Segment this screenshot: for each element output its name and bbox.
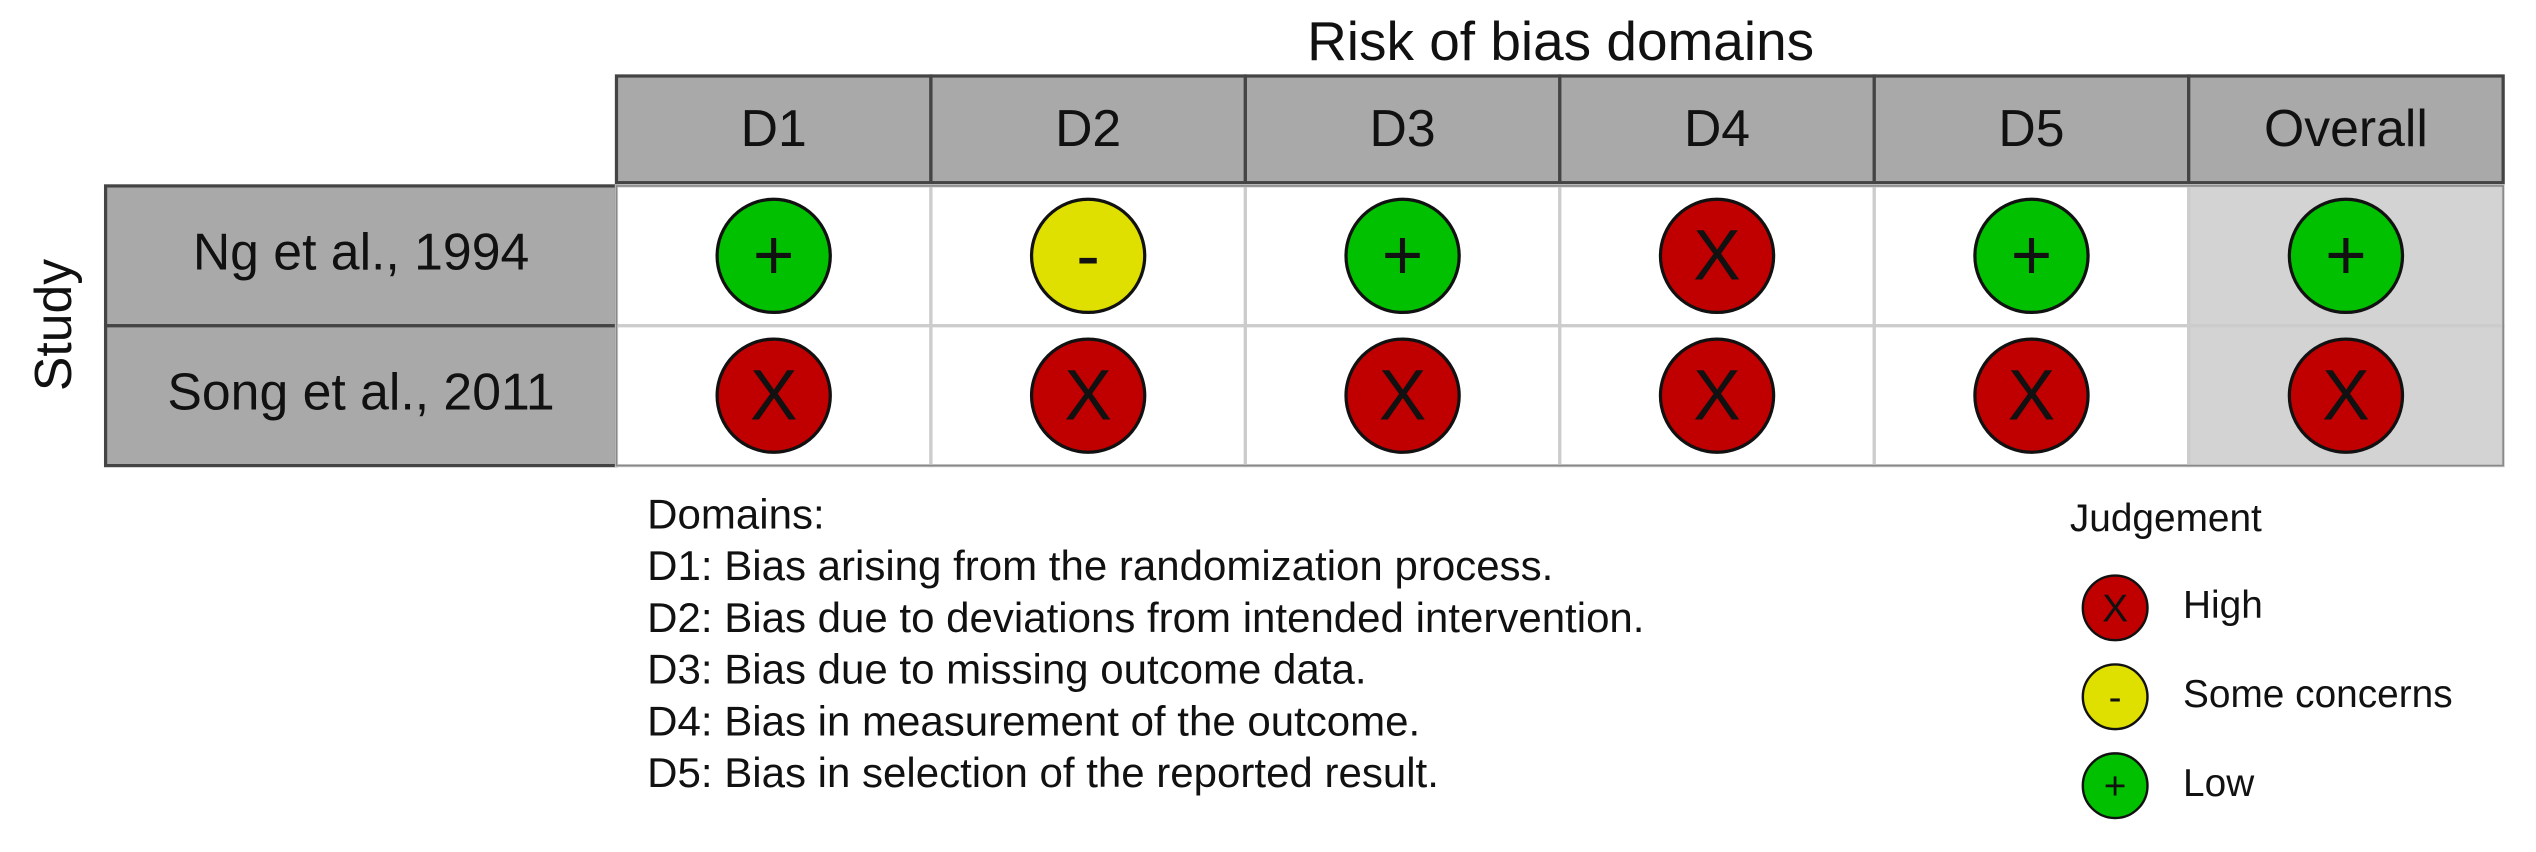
column-header bbox=[2187, 74, 2505, 185]
row-header bbox=[103, 324, 619, 468]
judgement-symbol: + bbox=[753, 216, 795, 295]
judgement-circle bbox=[1973, 197, 2090, 315]
legend-symbol: - bbox=[2109, 676, 2122, 719]
judgement-circle bbox=[715, 197, 832, 315]
legend-label: Low bbox=[2183, 762, 2255, 805]
legend-symbol: + bbox=[2104, 765, 2127, 808]
title: Risk of bias domains bbox=[1307, 10, 1814, 72]
domains-heading: Domains: bbox=[647, 490, 824, 537]
legend-circle bbox=[2081, 574, 2149, 642]
column-label: D2 bbox=[1055, 99, 1121, 157]
legend-label: Some concerns bbox=[2183, 673, 2453, 716]
judgement-circle bbox=[1658, 197, 1776, 315]
domain-line: D5: Bias in selection of the reported re… bbox=[647, 749, 1439, 796]
judgement-circle bbox=[715, 337, 832, 454]
judgement-symbol: + bbox=[2325, 216, 2367, 295]
judgement-symbol: X bbox=[1379, 356, 1426, 435]
judgement-symbol: X bbox=[750, 356, 797, 435]
column-header bbox=[614, 74, 933, 185]
column-header bbox=[1243, 74, 1562, 185]
judgement-symbol: X bbox=[1693, 216, 1740, 295]
domain-line: D2: Bias due to deviations from intended… bbox=[647, 594, 1644, 641]
domain-line: D4: Bias in measurement of the outcome. bbox=[647, 697, 1420, 744]
judgement-symbol: X bbox=[1064, 356, 1111, 435]
column-label: D5 bbox=[1998, 99, 2064, 157]
y-label: Study bbox=[24, 259, 82, 391]
judgement-circle bbox=[1344, 197, 1461, 315]
judgement-circle bbox=[1029, 197, 1147, 315]
column-label: D4 bbox=[1684, 99, 1750, 157]
judgement-symbol: X bbox=[1693, 356, 1740, 435]
judgement-symbol: X bbox=[2322, 356, 2369, 435]
judgement-symbol: + bbox=[1382, 216, 1424, 295]
judgement-circle bbox=[2287, 197, 2405, 315]
legend-circle bbox=[2081, 663, 2149, 731]
domain-line: D1: Bias arising from the randomization … bbox=[647, 542, 1553, 589]
judgement-circle bbox=[1344, 337, 1461, 454]
column-label: D1 bbox=[741, 99, 807, 157]
legend-title: Judgement bbox=[2070, 497, 2262, 540]
judgement-symbol: X bbox=[2008, 356, 2055, 435]
judgement-symbol: - bbox=[1076, 216, 1100, 295]
domain-line: D3: Bias due to missing outcome data. bbox=[647, 646, 1366, 693]
column-label: Overall bbox=[2264, 99, 2428, 157]
legend-circle bbox=[2081, 752, 2149, 820]
judgement-circle bbox=[1029, 337, 1147, 454]
column-header bbox=[929, 74, 1247, 185]
legend-symbol: X bbox=[2102, 587, 2128, 630]
judgement-symbol: + bbox=[2011, 216, 2053, 295]
judgement-circle bbox=[2287, 337, 2405, 454]
judgement-circle bbox=[1973, 337, 2090, 454]
grid-border bbox=[615, 185, 2504, 467]
judgement-circle bbox=[1658, 337, 1776, 454]
column-header bbox=[1872, 74, 2191, 185]
study-label: Ng et al., 1994 bbox=[193, 223, 529, 281]
column-label: D3 bbox=[1370, 99, 1436, 157]
study-label: Song et al., 2011 bbox=[167, 362, 554, 420]
legend-label: High bbox=[2183, 584, 2263, 627]
